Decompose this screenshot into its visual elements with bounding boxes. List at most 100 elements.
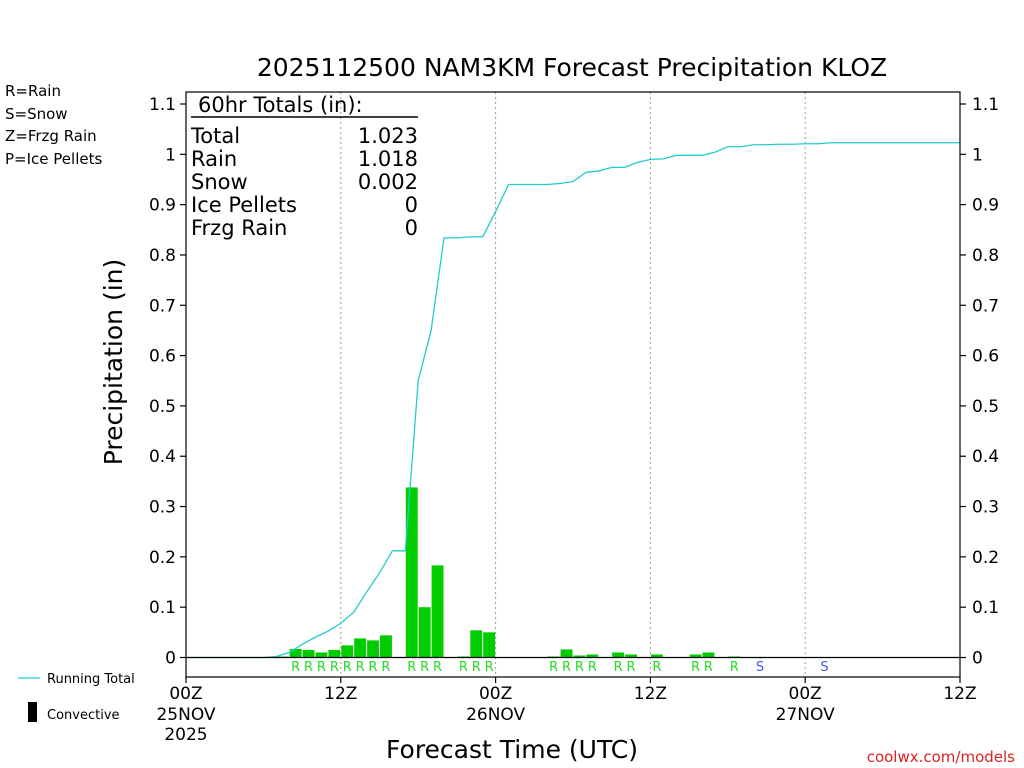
watermark: coolwx.com/models (867, 748, 1015, 766)
totals-heading: 60hr Totals (in): (198, 93, 363, 117)
ptype-marker: R (304, 660, 313, 675)
y-tick-label-left: 1 (165, 145, 176, 165)
totals-value-rain: 1.018 (358, 147, 418, 171)
precip-bar (354, 638, 367, 658)
totals-label-frzg-rain: Frzg Rain (191, 216, 287, 240)
y-tick-label-left: 0.9 (149, 196, 176, 216)
precip-bar (315, 652, 328, 658)
totals-label-rain: Rain (191, 147, 237, 171)
x-axis-label: Forecast Time (UTC) (386, 735, 638, 764)
ptype-marker: R (652, 660, 661, 675)
x-tick-time: 12Z (943, 684, 976, 704)
y-tick-label-right: 0.8 (972, 246, 999, 266)
ptype-marker: R (356, 660, 365, 675)
ptype-marker: R (730, 660, 739, 675)
y-tick-label-left: 0.3 (149, 498, 176, 518)
ptype-legend-ice-pellets: P=Ice Pellets (5, 150, 102, 168)
precip-bar (405, 487, 418, 658)
x-tick-year: 2025 (164, 725, 207, 745)
x-tick-time: 00Z (169, 684, 202, 704)
ptype-marker: R (317, 660, 326, 675)
ptype-marker: R (549, 660, 558, 675)
x-tick-date: 25NOV (156, 705, 215, 725)
legend-bar-swatch (28, 702, 37, 722)
y-tick-label-left: 0.4 (149, 447, 176, 467)
precip-bar (689, 654, 702, 658)
y-tick-label-left: 0.8 (149, 246, 176, 266)
precip-bar (650, 654, 663, 658)
ptype-marker: R (627, 660, 636, 675)
ptype-marker: R (575, 660, 584, 675)
plot-frame (185, 91, 961, 678)
y-tick-label-left: 0.6 (149, 347, 176, 367)
ptype-marker: R (614, 660, 623, 675)
running-total-series (186, 142, 960, 659)
ptype-marker: R (420, 660, 429, 675)
precip-bar (625, 654, 637, 658)
ptype-marker: R (407, 660, 416, 675)
y-tick-label-right: 0 (972, 649, 983, 669)
ptype-marker: R (704, 660, 713, 675)
y-tick-label-right: 0.4 (972, 447, 999, 467)
ptype-marker: R (343, 660, 352, 675)
totals-label-snow: Snow (191, 170, 248, 194)
precip-bar (560, 649, 573, 658)
legend-line-label: Running Total (47, 672, 135, 687)
y-tick-label-right: 0.5 (972, 397, 999, 417)
precip-bar (586, 654, 599, 658)
y-tick-label-left: 0.2 (149, 548, 176, 568)
ptype-marker: S (756, 660, 764, 675)
precip-bar (470, 630, 483, 658)
ptype-legend-rain: R=Rain (5, 82, 61, 100)
ptype-legend: R=Rain S=Snow Z=Frzg Rain P=Ice Pellets (5, 82, 102, 168)
y-tick-label-right: 1.1 (972, 95, 999, 115)
ptype-marker: R (562, 660, 571, 675)
precip-bar (380, 635, 392, 658)
ptype-marker: R (472, 660, 481, 675)
ptype-marker: R (330, 660, 339, 675)
bars (276, 487, 741, 658)
y-tick-label-left: 0.5 (149, 397, 176, 417)
x-tick-time: 00Z (479, 684, 512, 704)
axes: 0 00.1 0.10.2 0.20.3 0.30.4 0.40.5 0.50.6 0.60.… (149, 91, 999, 745)
running-total-line (186, 142, 960, 659)
legend-bar-label: Convective (47, 708, 120, 723)
ptype-marker: R (381, 660, 390, 675)
precip-bar (367, 640, 379, 658)
y-tick-label-left: 1.1 (149, 95, 176, 115)
precip-bar (612, 652, 625, 658)
y-tick-label-right: 0.9 (972, 196, 999, 216)
y-tick-label-right: 0.3 (972, 498, 999, 518)
precip-bar (702, 652, 715, 658)
chart-title: 2025112500 NAM3KM Forecast Precipitation… (257, 53, 887, 82)
ptype-marker: R (369, 660, 378, 675)
precip-bar (302, 649, 315, 658)
totals-value-total: 1.023 (358, 124, 418, 148)
x-tick-time: 00Z (789, 684, 822, 704)
totals-box: 60hr Totals (in): Total 1.023 Rain 1.018… (190, 93, 418, 240)
precip-bar (289, 648, 302, 658)
ptype-marker: R (485, 660, 494, 675)
y-tick-label-left: 0.7 (149, 296, 176, 316)
x-tick-date: 27NOV (776, 705, 835, 725)
ptype-legend-frzg-rain: Z=Frzg Rain (5, 127, 97, 145)
ptype-marker: R (433, 660, 442, 675)
precip-bar (483, 632, 496, 658)
y-tick-label-right: 1 (972, 145, 983, 165)
ptype-marker: R (691, 660, 700, 675)
y-tick-label-left: 0.1 (149, 598, 176, 618)
totals-value-ice-pellets: 0 (405, 193, 418, 217)
y-tick-label-right: 0.6 (972, 347, 999, 367)
totals-value-frzg-rain: 0 (405, 216, 418, 240)
totals-label-total: Total (190, 124, 240, 148)
ptype-marker: S (820, 660, 828, 675)
ptype-marker: R (588, 660, 597, 675)
x-tick-date: 26NOV (466, 705, 525, 725)
totals-label-ice-pellets: Ice Pellets (191, 193, 297, 217)
x-tick-time: 12Z (324, 684, 357, 704)
ptype-marker: R (291, 660, 300, 675)
x-tick-time: 12Z (634, 684, 667, 704)
y-tick-label-left: 0 (165, 649, 176, 669)
